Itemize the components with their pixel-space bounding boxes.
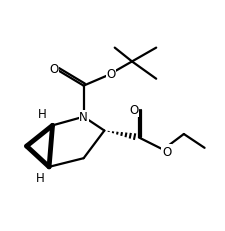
Text: O: O bbox=[128, 104, 138, 117]
Text: H: H bbox=[38, 107, 46, 120]
Text: H: H bbox=[36, 171, 45, 184]
Text: O: O bbox=[106, 68, 115, 81]
Text: O: O bbox=[161, 145, 170, 158]
Text: O: O bbox=[50, 63, 59, 76]
Text: N: N bbox=[79, 111, 88, 124]
